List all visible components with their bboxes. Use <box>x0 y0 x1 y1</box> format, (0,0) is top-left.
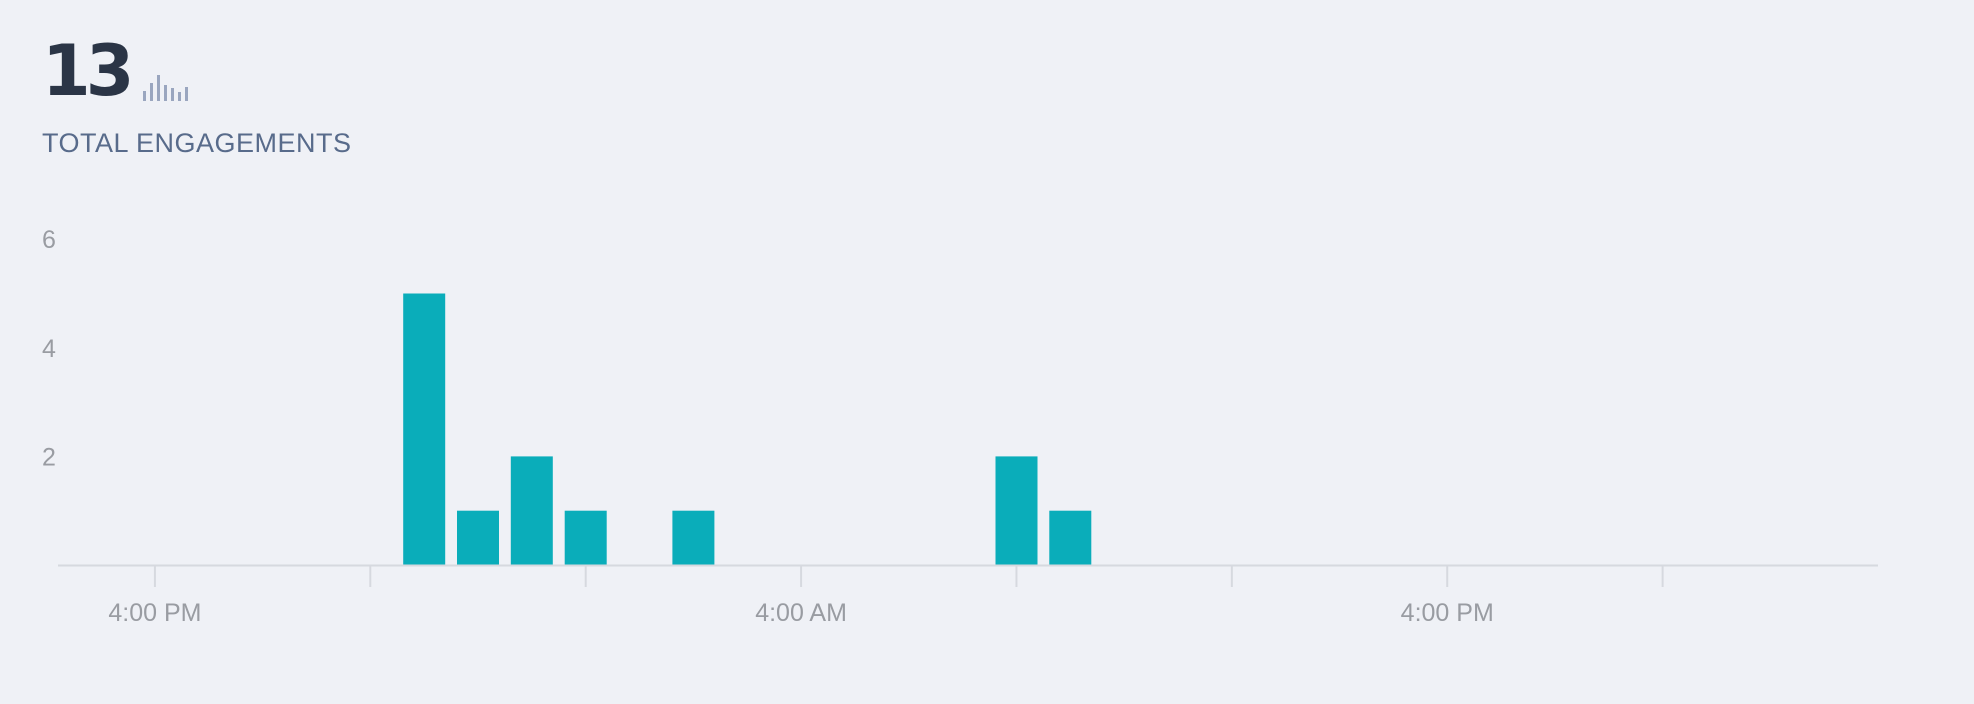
y-tick-label: 6 <box>42 226 56 254</box>
total-engagements-value: 13 <box>42 30 134 112</box>
bar-series <box>403 293 1092 566</box>
bar-sparkline-icon <box>143 75 189 101</box>
metric-header: 13 TOTAL ENGAGEMENTS <box>42 36 352 159</box>
y-axis-ticks: 2 4 6 <box>42 226 56 471</box>
bar[interactable] <box>672 510 715 565</box>
total-engagements-label: TOTAL ENGAGEMENTS <box>42 128 352 158</box>
bar[interactable] <box>995 456 1038 565</box>
x-axis-ticks: 4:00 PM 4:00 AM 4:00 PM <box>108 565 1664 627</box>
metric-row: 13 <box>42 36 352 106</box>
x-tick-label: 4:00 PM <box>1401 599 1494 627</box>
bar[interactable] <box>403 293 446 566</box>
bar[interactable] <box>510 456 553 565</box>
y-tick-label: 2 <box>42 443 56 471</box>
x-tick-label: 4:00 PM <box>108 599 201 627</box>
y-tick-label: 4 <box>42 335 56 363</box>
bar[interactable] <box>1049 510 1092 565</box>
bar[interactable] <box>457 510 499 565</box>
bar[interactable] <box>564 510 607 565</box>
x-tick-label: 4:00 AM <box>755 599 847 627</box>
